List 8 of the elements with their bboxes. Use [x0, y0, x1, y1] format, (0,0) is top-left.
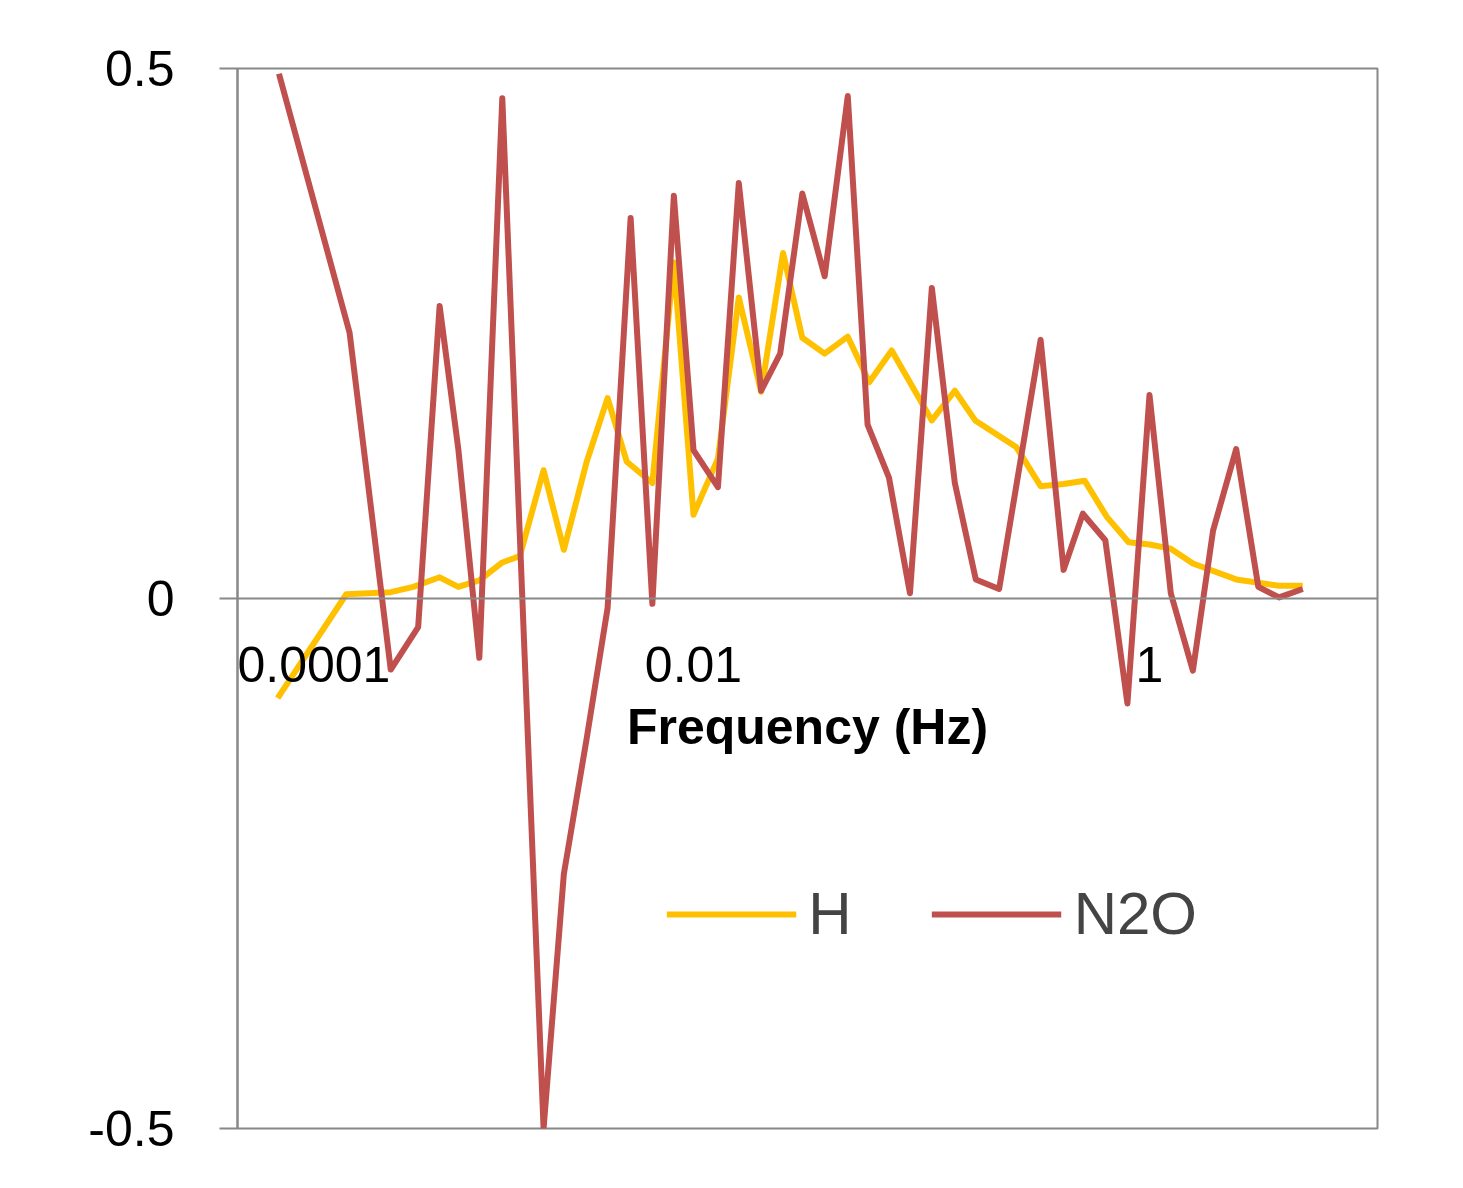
x-tick-label: 0.01 [644, 636, 743, 693]
x-axis-title: Frequency (Hz) [626, 698, 989, 755]
legend-label: N2O [1073, 879, 1197, 948]
y-tick-label: 0 [146, 571, 175, 627]
legend-label: H [808, 879, 852, 948]
y-tick-label: -0.5 [88, 1101, 175, 1157]
y-tick-label: 0.5 [104, 41, 175, 97]
x-tick-label: 1 [1135, 636, 1164, 693]
